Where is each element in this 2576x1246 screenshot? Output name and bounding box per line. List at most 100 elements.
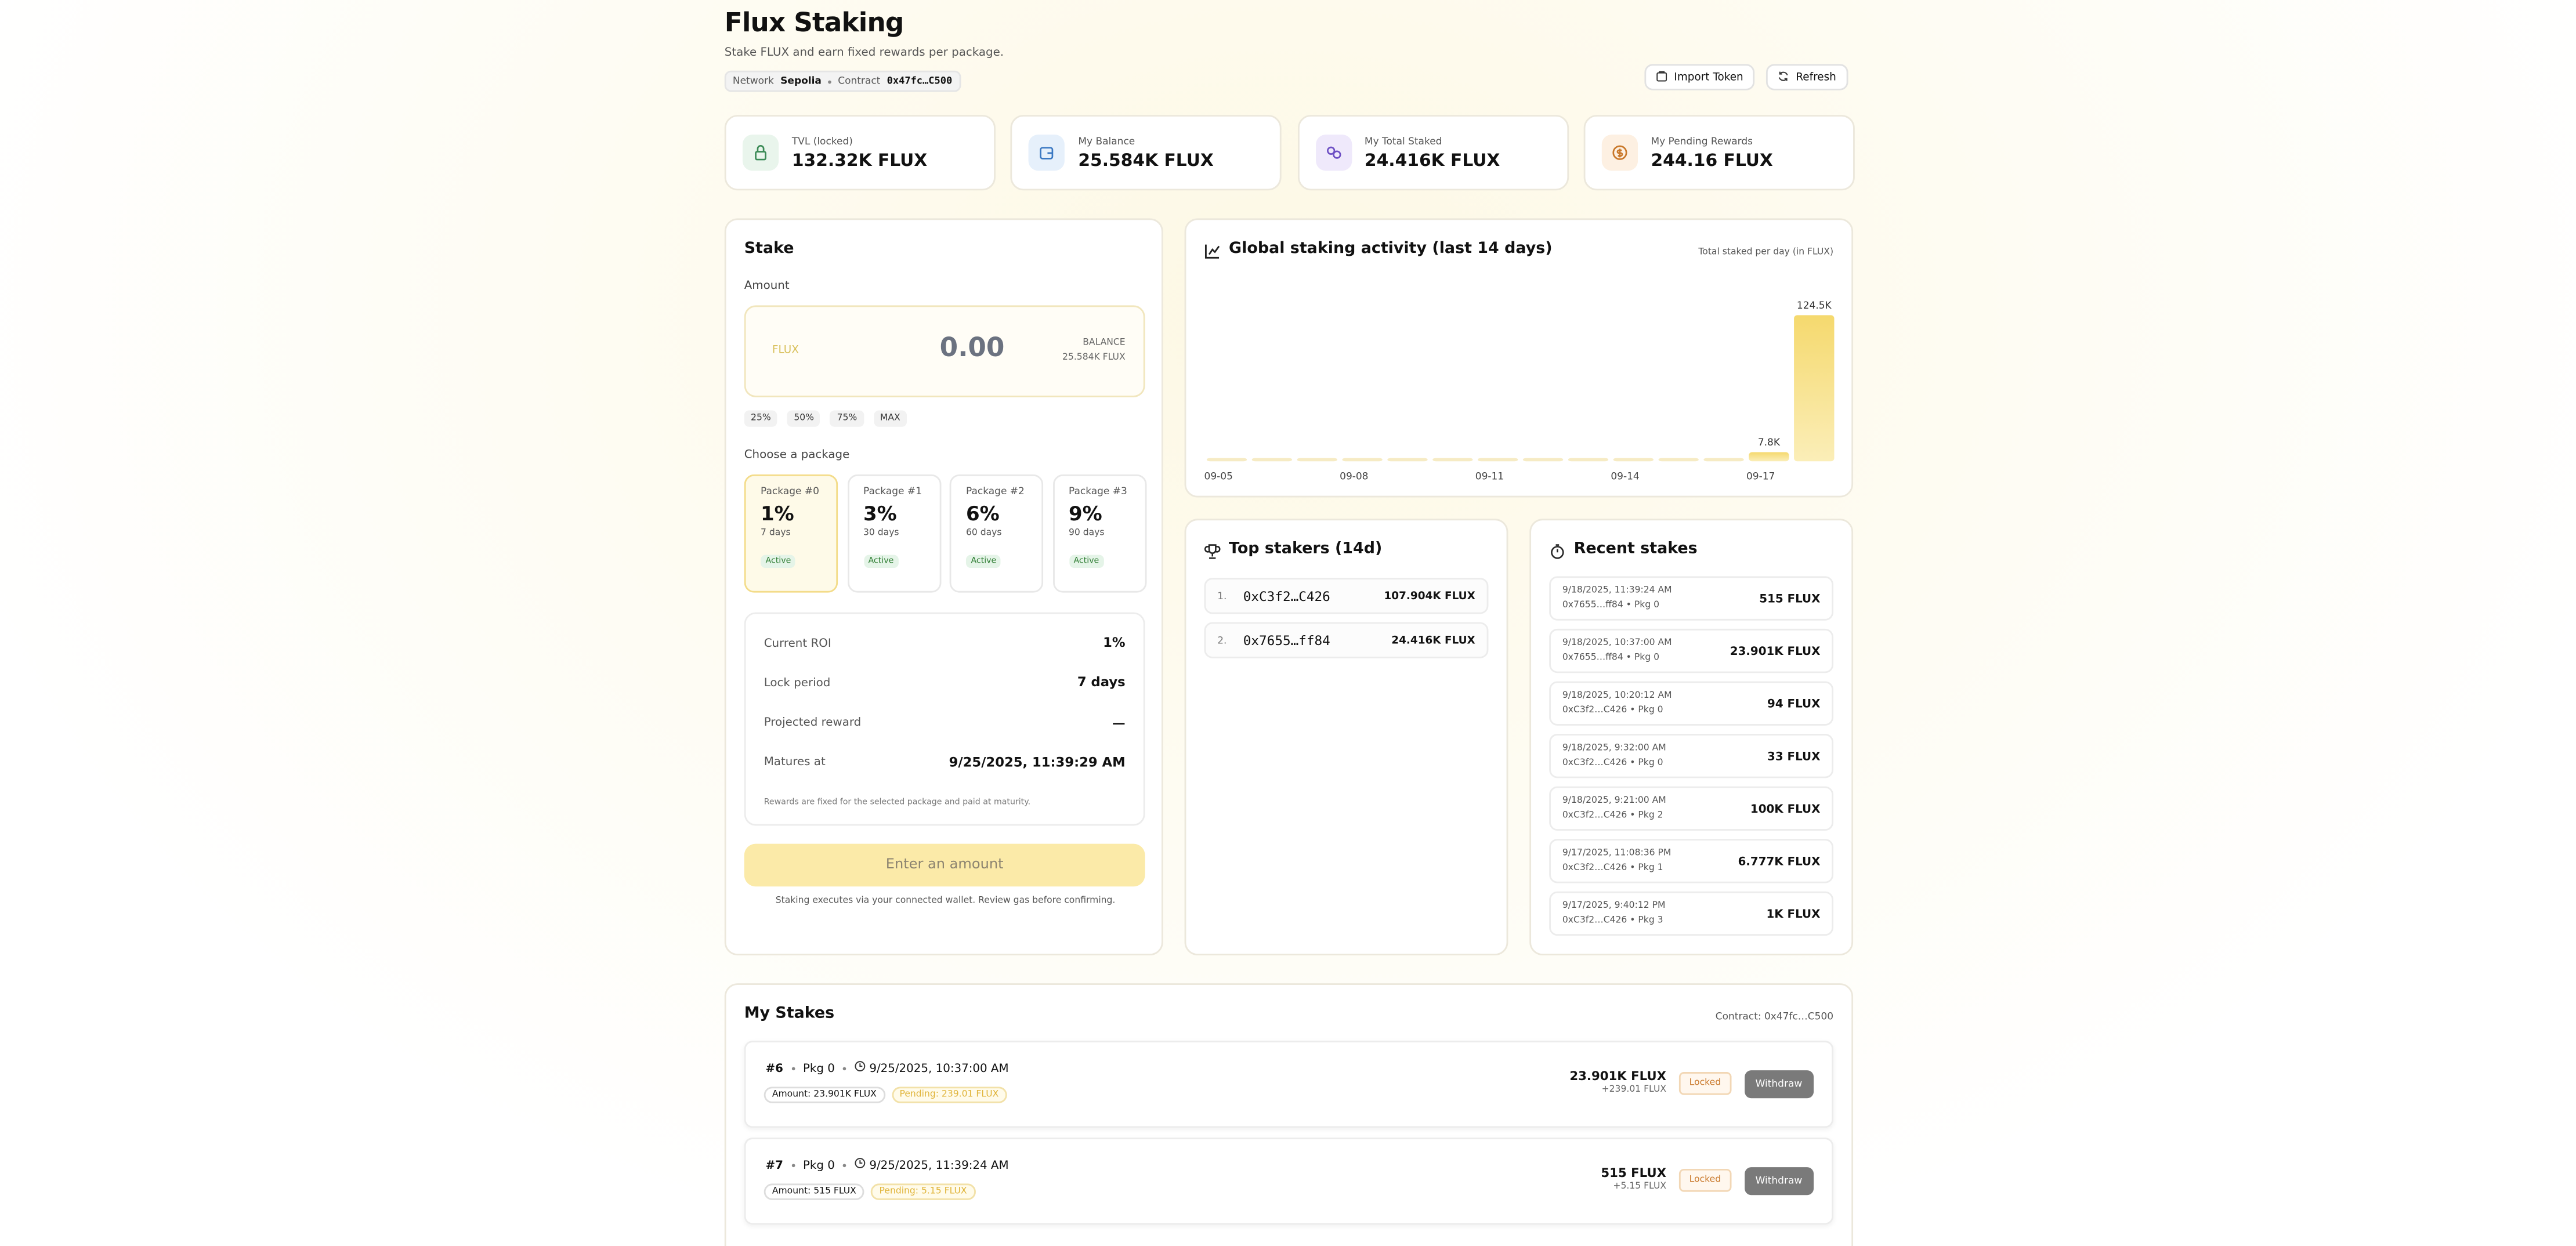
- stake-tags: Amount: 515 FLUX Pending: 5.15 FLUX: [764, 1183, 975, 1200]
- bar: [1478, 458, 1518, 462]
- chart-panel: Global staking activity (last 14 days) T…: [1184, 218, 1854, 498]
- recent-amount: 6.777K FLUX: [1738, 854, 1821, 868]
- recent-detail: 0xC3f2…C426 • Pkg 0: [1562, 758, 1663, 768]
- bar: [1297, 458, 1337, 462]
- amount-box[interactable]: FLUX 0.00 BALANCE 25.584K FLUX: [744, 305, 1145, 397]
- package-duration: 60 days: [965, 528, 1002, 539]
- submit-button[interactable]: Enter an amount: [744, 843, 1145, 887]
- package-name: Package #1: [863, 486, 922, 498]
- withdraw-button[interactable]: Withdraw: [1743, 1069, 1814, 1098]
- recent-left: 9/17/2025, 11:08:36 PM 0xC3f2…C426 • Pkg …: [1562, 847, 1671, 875]
- top-stakers-title: Top stakers (14d): [1229, 540, 1383, 559]
- recent-left: 9/17/2025, 9:40:12 PM 0xC3f2…C426 • Pkg 3: [1562, 900, 1666, 928]
- package-card[interactable]: Package #1 3% 30 days Active: [846, 474, 941, 593]
- quick-button[interactable]: 25%: [744, 410, 778, 427]
- summary-value: 9/25/2025, 11:39:29 AM: [949, 755, 1126, 770]
- timer-icon: [1551, 544, 1564, 559]
- bar: [1342, 458, 1383, 462]
- recent-amount: 100K FLUX: [1750, 802, 1821, 816]
- stake-pkg: Pkg 0: [802, 1061, 835, 1075]
- summary-row: Lock period 7 days: [764, 675, 1126, 690]
- clock-icon: [855, 1060, 866, 1075]
- stat-value: 24.416K FLUX: [1364, 150, 1500, 170]
- summary-note: Rewards are fixed for the selected packa…: [764, 798, 1031, 808]
- package-duration: 30 days: [863, 528, 899, 539]
- package-label: Choose a package: [744, 448, 850, 462]
- value-label: 7.8K: [1758, 437, 1781, 448]
- summary: Rewards are fixed for the selected packa…: [744, 612, 1145, 826]
- stake-total: 515 FLUX: [1601, 1165, 1667, 1180]
- chart-title: Global staking activity (last 14 days): [1229, 240, 1553, 258]
- bar: [1749, 452, 1789, 462]
- recent-amount: 1K FLUX: [1766, 907, 1821, 921]
- package-card[interactable]: Package #0 1% 7 days Active: [744, 474, 838, 593]
- package-rate: 1%: [761, 502, 794, 526]
- stat-text: My Balance 25.584K FLUX: [1078, 135, 1213, 169]
- separator: [791, 1163, 795, 1167]
- package-status: Active: [965, 555, 1001, 568]
- recent-time: 9/17/2025, 9:40:12 PM: [1562, 901, 1666, 911]
- stake-date: 9/25/2025, 10:37:00 AM: [869, 1061, 1009, 1075]
- recent-time: 9/18/2025, 11:39:24 AM: [1562, 586, 1672, 596]
- clock-icon: [855, 1157, 866, 1172]
- recent-amount: 515 FLUX: [1759, 592, 1821, 605]
- summary-row: Current ROI 1%: [764, 635, 1126, 650]
- package-status: Active: [1068, 555, 1104, 568]
- stat-card: My Total Staked 24.416K FLUX: [1297, 115, 1569, 191]
- separator: [843, 1066, 846, 1070]
- action-label: Refresh: [1796, 70, 1836, 84]
- quick-button[interactable]: 50%: [787, 410, 821, 427]
- contract-label: Contract: [838, 75, 881, 87]
- stat-card: TVL (locked) 132.32K FLUX: [724, 115, 996, 191]
- recent-time: 9/18/2025, 10:20:12 AM: [1562, 691, 1672, 701]
- package-card[interactable]: Package #3 9% 90 days Active: [1052, 474, 1146, 593]
- withdraw-button[interactable]: Withdraw: [1743, 1166, 1814, 1194]
- amount-label: Amount: [744, 279, 790, 292]
- x-tick-label: 09-05: [1204, 470, 1233, 482]
- stat-value: 25.584K FLUX: [1078, 150, 1214, 170]
- bar: [1658, 458, 1699, 462]
- summary-row: Projected reward —: [764, 715, 1126, 730]
- bar: [1613, 458, 1654, 462]
- amount-input[interactable]: 0.00: [939, 331, 1005, 363]
- quick-button[interactable]: MAX: [873, 410, 907, 427]
- bar: [1387, 458, 1428, 462]
- package-card[interactable]: Package #2 6% 60 days Active: [949, 474, 1044, 593]
- quick-button[interactable]: 75%: [830, 410, 864, 427]
- action-button[interactable]: Import Token: [1644, 64, 1755, 90]
- stat-label: My Total Staked: [1364, 135, 1442, 147]
- recent-row: 9/17/2025, 11:08:36 PM 0xC3f2…C426 • Pkg …: [1549, 839, 1834, 883]
- rank: 2.: [1217, 634, 1227, 646]
- recent-amount: 94 FLUX: [1767, 697, 1821, 710]
- recent-detail: 0x7655…ff84 • Pkg 0: [1562, 652, 1660, 662]
- stat-value: 132.32K FLUX: [791, 150, 928, 170]
- stat-label: TVL (locked): [791, 135, 853, 147]
- quick-buttons: 25% 50% 75% MAX: [744, 410, 907, 427]
- chart: 09-05 09-08 09-11 09-14 7.8K 09-17 124.5K: [1204, 300, 1835, 482]
- stat-icon: [1315, 135, 1352, 171]
- bar: [1251, 458, 1293, 462]
- x-tick-label: 09-14: [1611, 470, 1639, 482]
- package-status: Active: [761, 555, 796, 568]
- bar: [1794, 315, 1835, 462]
- stat-text: My Total Staked 24.416K FLUX: [1365, 135, 1500, 169]
- stat-label: My Balance: [1078, 135, 1135, 147]
- package-name: Package #3: [1068, 486, 1127, 498]
- staker-row: 2. 0x7655…ff84 24.416K FLUX: [1204, 622, 1489, 658]
- my-stakes-title: My Stakes: [744, 1004, 835, 1023]
- balance: BALANCE 25.584K FLUX: [1062, 336, 1126, 366]
- recent-left: 9/18/2025, 10:20:12 AM 0xC3f2…C426 • Pkg …: [1562, 690, 1672, 718]
- network: Sepolia: [780, 75, 822, 87]
- recent-row: 9/18/2025, 10:37:00 AM 0x7655…ff84 • Pkg …: [1549, 628, 1834, 673]
- recent-left: 9/18/2025, 9:32:00 AM 0xC3f2…C426 • Pkg 0: [1562, 742, 1666, 770]
- network-pill: Network Sepolia Contract 0x47fc…C500: [724, 70, 961, 92]
- summary-value: 1%: [1103, 635, 1126, 650]
- separator: [843, 1163, 846, 1167]
- action-button[interactable]: Refresh: [1766, 64, 1848, 90]
- summary-value: 7 days: [1077, 675, 1126, 690]
- trophy-icon: [1204, 544, 1221, 559]
- recent-amount: 23.901K FLUX: [1730, 644, 1821, 658]
- my-stakes-contract: Contract: 0x47fc…C500: [1715, 1011, 1834, 1023]
